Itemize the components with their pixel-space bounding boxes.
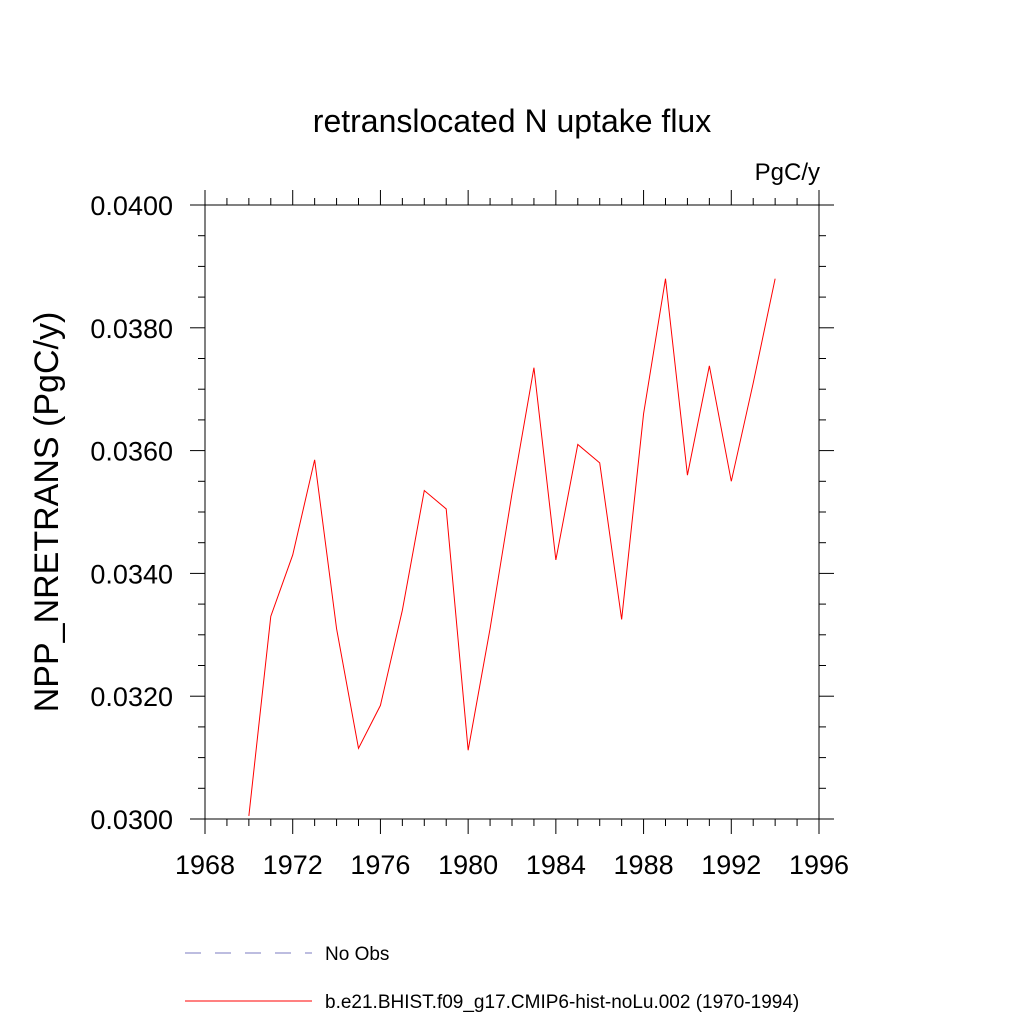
x-tick-label: 1976 [350,850,410,880]
y-tick-label: 0.0400 [90,191,173,221]
plot-frame [204,204,820,820]
chart-title: retranslocated N uptake flux [313,103,711,139]
y-tick-label: 0.0320 [90,682,173,712]
x-tick-label: 1980 [438,850,498,880]
x-tick-label: 1972 [263,850,323,880]
series-layer [248,278,776,816]
y-axis-ticks: 0.0300 0.0320 0.0340 0.0360 0.0380 0.0400 [90,191,834,835]
y-tick-label: 0.0300 [90,805,173,835]
y-tick-label: 0.0340 [90,559,173,589]
x-tick-label: 1988 [614,850,674,880]
y-tick-label: 0.0360 [90,437,173,467]
y-tick-label: 0.0380 [90,314,173,344]
x-tick-label: 1992 [701,850,761,880]
units-label: PgC/y [755,159,820,186]
y-axis-label: NPP_NRETRANS (PgC/y) [28,312,66,713]
legend: No Obs b.e21.BHIST.f09_g17.CMIP6-hist-noL… [185,944,799,1013]
x-tick-label: 1984 [526,850,586,880]
legend-label-1: b.e21.BHIST.f09_g17.CMIP6-hist-noLu.002 … [325,992,799,1013]
x-tick-label: 1968 [175,850,235,880]
series-line-1 [248,278,776,816]
x-axis-ticks: 1968 1972 1976 1980 1984 1988 1992 1996 [175,190,849,880]
legend-label-0: No Obs [325,944,389,965]
x-tick-label: 1996 [789,850,849,880]
